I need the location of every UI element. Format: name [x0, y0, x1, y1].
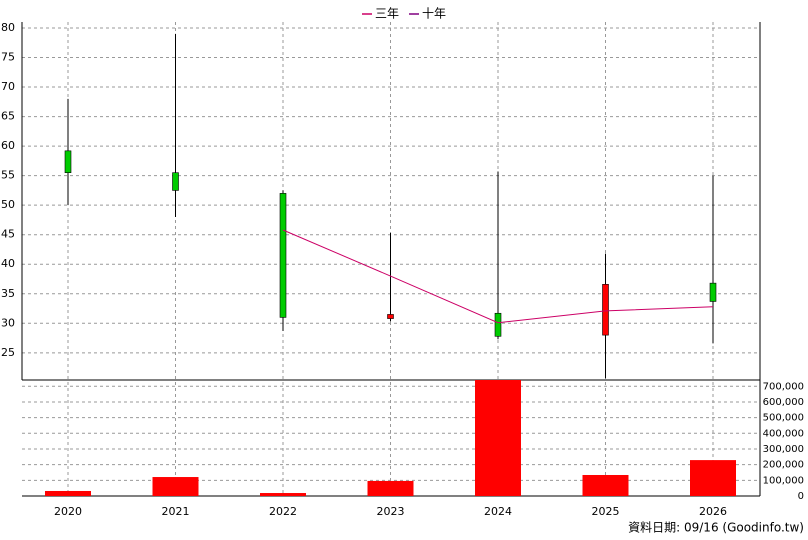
volume-bar — [582, 474, 629, 496]
volume-bar — [367, 480, 414, 496]
x-tick-label: 2025 — [592, 505, 620, 518]
y-tick-label: 25 — [1, 346, 15, 359]
x-tick-label: 2020 — [54, 505, 82, 518]
y2-tick-label: 200,000 — [763, 460, 804, 471]
legend-label: 三年 — [375, 7, 399, 21]
y2-tick-label: 0 — [798, 491, 804, 502]
candle-body — [387, 314, 394, 319]
legend-label: 十年 — [422, 7, 446, 21]
y-tick-label: 80 — [1, 21, 15, 34]
candle-body — [709, 282, 717, 302]
x-tick-label: 2024 — [484, 505, 512, 518]
candle-body — [602, 284, 609, 336]
x-tick-label: 2021 — [162, 505, 190, 518]
x-tick-label: 2026 — [699, 505, 727, 518]
volume-bar — [260, 493, 306, 496]
ma-line — [282, 229, 714, 324]
y-tick-label: 45 — [1, 228, 15, 241]
volume-bar — [475, 380, 521, 496]
y-tick-label: 75 — [1, 51, 15, 64]
y-tick-label: 65 — [1, 110, 15, 123]
y-tick-label: 35 — [1, 287, 15, 300]
candle-body — [64, 150, 72, 173]
y-tick-label: 50 — [1, 198, 15, 211]
y-tick-label: 70 — [1, 80, 15, 93]
y2-tick-label: 400,000 — [763, 428, 804, 439]
y-tick-label: 40 — [1, 257, 15, 270]
y-tick-label: 60 — [1, 139, 15, 152]
source-note: 資料日期: 09/16 (Goodinfo.tw) — [628, 521, 804, 535]
candle-body — [494, 312, 502, 337]
y2-tick-label: 600,000 — [763, 397, 804, 408]
y2-tick-label: 700,000 — [763, 381, 804, 392]
y-tick-label: 55 — [1, 169, 15, 182]
y-tick-label: 30 — [1, 316, 15, 329]
y2-tick-label: 500,000 — [763, 413, 804, 424]
volume-bar — [152, 477, 199, 496]
x-tick-label: 2022 — [269, 505, 297, 518]
candle-body — [172, 172, 179, 191]
volume-bar — [690, 460, 736, 496]
y2-tick-label: 100,000 — [763, 475, 804, 486]
y2-tick-label: 300,000 — [763, 444, 804, 455]
candle-body — [279, 193, 287, 318]
volume-bar — [45, 490, 91, 496]
x-tick-label: 2023 — [377, 505, 405, 518]
